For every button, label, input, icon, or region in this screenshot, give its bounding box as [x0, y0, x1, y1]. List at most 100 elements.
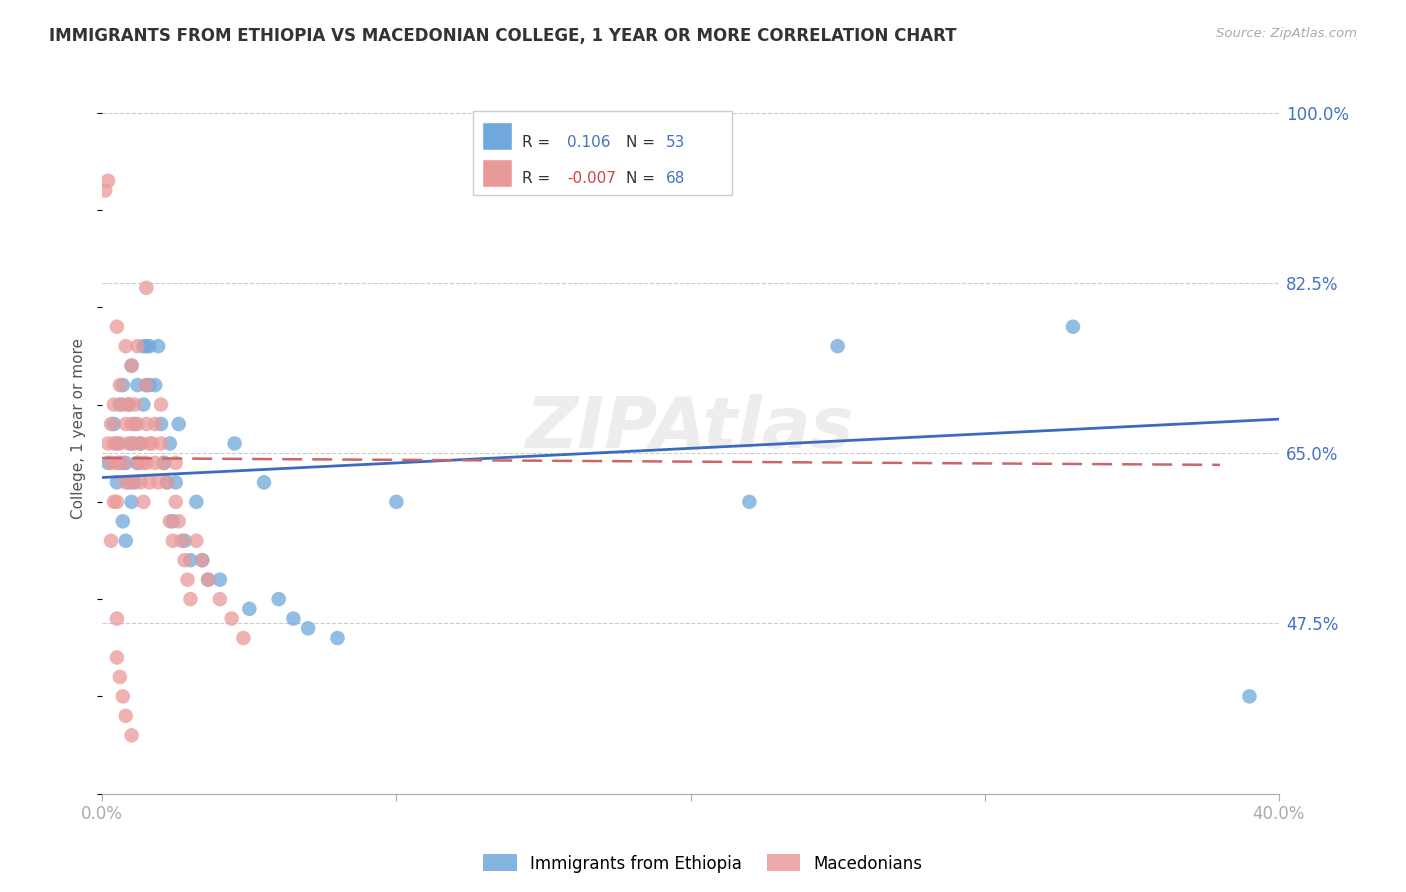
- Point: [208, 592, 231, 607]
- Point: [232, 631, 254, 645]
- Point: [738, 495, 761, 509]
- Point: [197, 573, 219, 587]
- Point: [153, 456, 176, 470]
- Text: R =: R =: [522, 135, 555, 150]
- Point: [138, 475, 160, 490]
- Point: [103, 495, 125, 509]
- Text: 0.106: 0.106: [567, 135, 610, 150]
- Point: [103, 436, 125, 450]
- Text: N =: N =: [626, 171, 659, 186]
- Point: [186, 495, 208, 509]
- Text: IMMIGRANTS FROM ETHIOPIA VS MACEDONIAN COLLEGE, 1 YEAR OR MORE CORRELATION CHART: IMMIGRANTS FROM ETHIOPIA VS MACEDONIAN C…: [49, 27, 956, 45]
- Text: 53: 53: [666, 135, 685, 150]
- Point: [173, 553, 195, 567]
- Point: [156, 475, 179, 490]
- Point: [127, 417, 149, 431]
- Point: [114, 709, 136, 723]
- Point: [170, 533, 193, 548]
- Point: [121, 359, 143, 373]
- Point: [127, 456, 149, 470]
- Point: [253, 475, 276, 490]
- Point: [108, 456, 131, 470]
- Point: [124, 475, 146, 490]
- Point: [97, 436, 120, 450]
- Point: [135, 339, 157, 353]
- Point: [162, 514, 184, 528]
- Point: [129, 475, 152, 490]
- Point: [146, 475, 169, 490]
- Point: [114, 339, 136, 353]
- Point: [111, 398, 134, 412]
- Point: [159, 436, 181, 450]
- Text: -0.007: -0.007: [567, 171, 616, 186]
- Text: 68: 68: [666, 171, 685, 186]
- Point: [132, 398, 155, 412]
- Point: [121, 475, 143, 490]
- Point: [143, 417, 166, 431]
- Point: [135, 378, 157, 392]
- Point: [138, 339, 160, 353]
- Point: [105, 650, 128, 665]
- Point: [103, 398, 125, 412]
- Point: [124, 398, 146, 412]
- Point: [1062, 319, 1084, 334]
- Point: [165, 495, 187, 509]
- Point: [179, 592, 201, 607]
- Point: [108, 670, 131, 684]
- Point: [283, 611, 305, 625]
- Point: [135, 281, 157, 295]
- Point: [135, 456, 157, 470]
- FancyBboxPatch shape: [472, 112, 731, 195]
- Point: [114, 417, 136, 431]
- Text: N =: N =: [626, 135, 659, 150]
- Point: [208, 573, 231, 587]
- Point: [118, 398, 141, 412]
- Point: [191, 553, 214, 567]
- Point: [141, 436, 163, 450]
- Point: [121, 495, 143, 509]
- Point: [179, 553, 201, 567]
- Point: [100, 456, 122, 470]
- Point: [108, 436, 131, 450]
- Point: [143, 456, 166, 470]
- Point: [129, 436, 152, 450]
- Point: [105, 319, 128, 334]
- Point: [105, 436, 128, 450]
- Point: [176, 573, 198, 587]
- Point: [100, 533, 122, 548]
- Point: [118, 436, 141, 450]
- Point: [146, 339, 169, 353]
- Point: [143, 378, 166, 392]
- Point: [297, 621, 319, 635]
- Point: [159, 514, 181, 528]
- Point: [138, 378, 160, 392]
- Point: [186, 533, 208, 548]
- FancyBboxPatch shape: [482, 159, 512, 186]
- Point: [221, 611, 243, 625]
- Point: [167, 514, 190, 528]
- Point: [105, 495, 128, 509]
- Point: [94, 184, 117, 198]
- Point: [132, 456, 155, 470]
- Point: [114, 475, 136, 490]
- Point: [121, 359, 143, 373]
- Point: [1239, 690, 1261, 704]
- Point: [108, 398, 131, 412]
- Point: [118, 475, 141, 490]
- Y-axis label: College, 1 year or more: College, 1 year or more: [72, 338, 86, 519]
- Point: [97, 174, 120, 188]
- Point: [124, 417, 146, 431]
- Point: [150, 417, 173, 431]
- Point: [167, 417, 190, 431]
- Point: [114, 533, 136, 548]
- Text: ZIPAtlas: ZIPAtlas: [526, 394, 855, 463]
- Text: Source: ZipAtlas.com: Source: ZipAtlas.com: [1216, 27, 1357, 40]
- Point: [103, 417, 125, 431]
- Point: [100, 417, 122, 431]
- Point: [127, 456, 149, 470]
- Point: [156, 475, 179, 490]
- Point: [827, 339, 849, 353]
- Point: [385, 495, 408, 509]
- Point: [108, 378, 131, 392]
- Point: [111, 456, 134, 470]
